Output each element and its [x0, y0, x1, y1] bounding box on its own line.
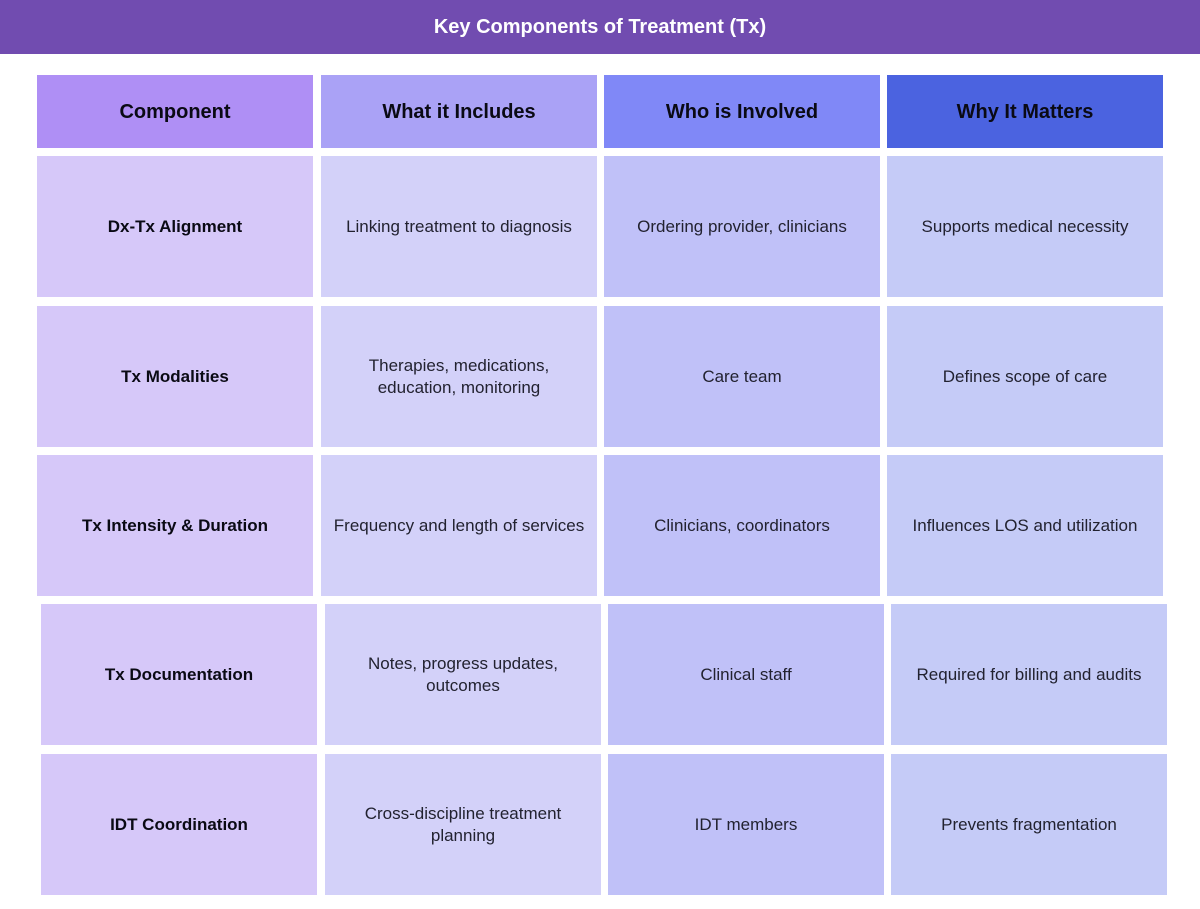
page-title: Key Components of Treatment (Tx): [0, 0, 1200, 54]
component-cell: Tx Intensity & Duration: [37, 455, 313, 596]
component-cell: Tx Modalities: [37, 306, 313, 447]
header-component: Component: [37, 75, 313, 148]
includes-cell: Linking treatment to diagnosis: [321, 156, 597, 297]
matters-cell: Supports medical necessity: [887, 156, 1163, 297]
matters-cell: Defines scope of care: [887, 306, 1163, 447]
involved-cell: Clinicians, coordinators: [604, 455, 880, 596]
matters-cell: Required for billing and audits: [891, 604, 1167, 745]
includes-cell: Notes, progress updates, outcomes: [325, 604, 601, 745]
header-who-is-involved: Who is Involved: [604, 75, 880, 148]
header-why-it-matters: Why It Matters: [887, 75, 1163, 148]
involved-cell: IDT members: [608, 754, 884, 895]
involved-cell: Clinical staff: [608, 604, 884, 745]
component-cell: Dx-Tx Alignment: [37, 156, 313, 297]
includes-cell: Therapies, medications, education, monit…: [321, 306, 597, 447]
involved-cell: Care team: [604, 306, 880, 447]
component-cell: Tx Documentation: [41, 604, 317, 745]
matters-cell: Prevents fragmentation: [891, 754, 1167, 895]
matters-cell: Influences LOS and utilization: [887, 455, 1163, 596]
component-cell: IDT Coordination: [41, 754, 317, 895]
involved-cell: Ordering provider, clinicians: [604, 156, 880, 297]
includes-cell: Cross-discipline treatment planning: [325, 754, 601, 895]
includes-cell: Frequency and length of services: [321, 455, 597, 596]
header-what-it-includes: What it Includes: [321, 75, 597, 148]
